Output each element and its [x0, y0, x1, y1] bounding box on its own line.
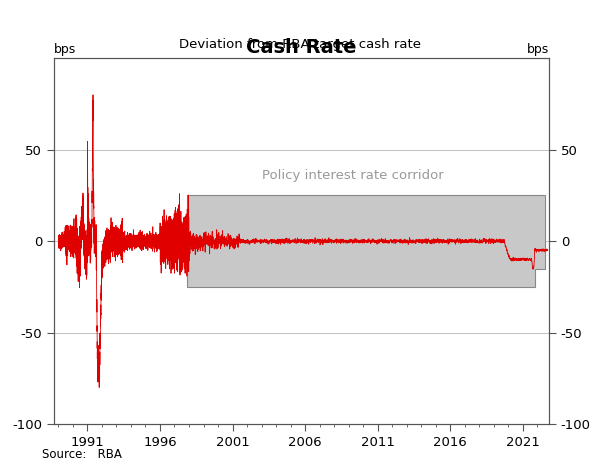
Title: Cash Rate: Cash Rate — [246, 38, 357, 57]
Text: bps: bps — [54, 43, 76, 56]
Text: Policy interest rate corridor: Policy interest rate corridor — [262, 169, 443, 182]
Polygon shape — [187, 195, 545, 287]
Text: bps: bps — [527, 43, 549, 56]
Text: Deviation from RBA target cash rate: Deviation from RBA target cash rate — [179, 38, 421, 51]
Text: Source:   RBA: Source: RBA — [42, 448, 122, 460]
